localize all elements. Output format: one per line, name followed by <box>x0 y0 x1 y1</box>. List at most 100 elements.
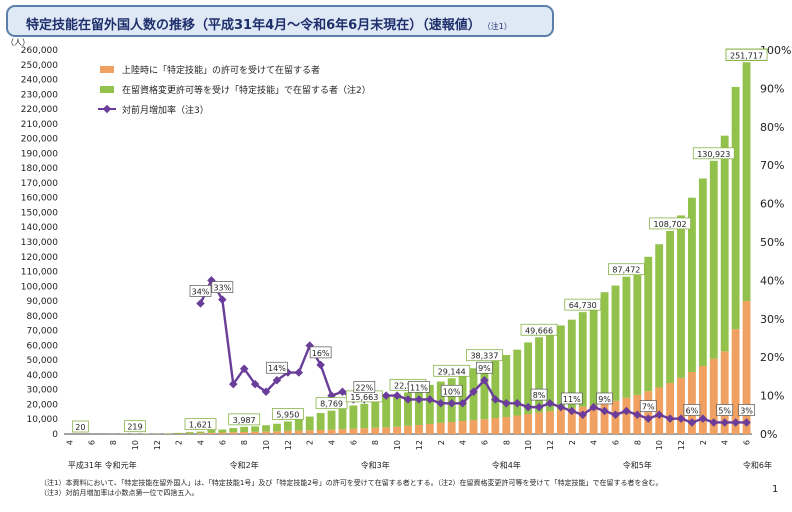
y2-tick-label: 60% <box>760 198 784 211</box>
total-label-box <box>433 364 471 377</box>
rate-label-box <box>560 392 583 405</box>
bar-landing <box>294 430 303 434</box>
x-tick-label: 12 <box>677 440 686 450</box>
bar-landing <box>425 423 434 434</box>
y2-tick-label: 50% <box>760 236 784 249</box>
x-tick-label: 2 <box>568 440 577 445</box>
total-label-box <box>184 418 217 431</box>
bars <box>87 62 751 434</box>
bar-landing <box>273 431 281 434</box>
era-label: 令和3年 <box>361 460 390 470</box>
footnote: （注1）本資料において、「特定技能在留外国人」は、「特定技能1号」及び「特定技能… <box>40 478 663 498</box>
bar-change <box>644 256 653 392</box>
rate-label-box <box>353 381 376 393</box>
bar-landing <box>469 419 478 434</box>
bar-landing <box>349 428 358 434</box>
bar-change <box>589 301 598 406</box>
rate-label: 9% <box>478 364 491 373</box>
bar-landing <box>262 431 270 434</box>
total-label-box <box>725 48 768 61</box>
rate-marker <box>502 399 511 408</box>
bar-landing <box>480 419 489 434</box>
bar-change <box>720 135 729 352</box>
bar-change <box>196 431 205 434</box>
rate-label-box <box>309 346 332 359</box>
data-labels: 20 219 1,621 3,987 5,950 8,769 15,663 22,567 29,… <box>71 48 768 433</box>
bar-landing <box>546 411 554 434</box>
rate-label: 11% <box>563 395 581 404</box>
rate-marker <box>720 418 729 427</box>
x-tick-label: 12 <box>284 440 293 450</box>
bar-landing <box>371 427 380 434</box>
bar-landing <box>305 430 314 434</box>
y-tick-label: 250,000 <box>21 61 58 71</box>
rate-marker <box>654 410 664 420</box>
y-tick-label: 180,000 <box>21 164 58 174</box>
bar-landing <box>589 405 598 434</box>
rate-marker <box>458 399 467 408</box>
y-tick-label: 90,000 <box>27 297 59 307</box>
rate-marker <box>338 387 347 397</box>
y2-tick-label: 100% <box>760 44 791 57</box>
rate-marker <box>218 295 227 304</box>
era-label: 令和2年 <box>230 460 259 470</box>
bar-landing <box>556 409 565 434</box>
legend-swatch-change <box>100 86 114 93</box>
bar-change <box>349 405 358 429</box>
rate-label: 8% <box>533 391 546 400</box>
total-label-box <box>466 349 503 362</box>
bar-change <box>414 389 423 425</box>
legend: 上陸時に「特定技能」の許可を受けて在留する者在留資格変更許可等を受け「特定技能」… <box>98 64 371 116</box>
total-label-box <box>608 263 645 276</box>
total-label: 15,663 <box>350 393 378 402</box>
bar-change <box>262 425 270 432</box>
y-tick-label: 200,000 <box>21 135 58 145</box>
bar-change <box>513 349 522 416</box>
y-unit-label: （人） <box>6 38 30 47</box>
bar-change <box>404 392 412 426</box>
rate-label-box <box>440 384 463 397</box>
total-label: 3,987 <box>233 416 256 425</box>
total-label-box <box>228 413 261 426</box>
rate-label: 5% <box>718 406 731 415</box>
chart-title: 特定技能在留外国人数の推移（平成31年4月～令和6年6月末現在）（速報値） （注1… <box>26 18 512 33</box>
rate-marker <box>436 399 446 408</box>
bar-landing <box>414 424 423 434</box>
rate-label: 6% <box>686 406 699 415</box>
rate-marker <box>731 418 740 427</box>
axes: 0 10,000 20,000 30,000 40,000 50,000 60,000 70,… <box>6 38 791 470</box>
bar-landing <box>393 426 402 434</box>
total-label: 108,702 <box>654 220 687 229</box>
era-label: 令和6年 <box>743 460 772 470</box>
y-tick-label: 140,000 <box>21 223 58 233</box>
rate-marker <box>687 418 697 427</box>
bar-change <box>731 86 740 330</box>
page-number: 1 <box>772 484 779 495</box>
rate-marker <box>425 395 435 404</box>
bar-change <box>556 325 565 410</box>
rate-marker <box>381 391 391 400</box>
bar-landing <box>491 418 500 434</box>
bar-change <box>655 244 664 388</box>
rate-marker <box>261 387 271 397</box>
bar-landing <box>578 406 587 434</box>
total-label-box <box>649 217 691 230</box>
rate-marker <box>709 418 719 427</box>
bar-change <box>185 432 194 434</box>
total-label: 87,472 <box>612 266 640 275</box>
rate-label: 10% <box>443 387 461 396</box>
total-label-box <box>692 147 735 160</box>
rate-marker <box>534 402 544 412</box>
x-tick-label: 2 <box>699 440 708 445</box>
x-tick-label: 12 <box>415 440 424 450</box>
rate-marker <box>392 391 402 400</box>
bar-landing <box>513 415 522 434</box>
bar-landing <box>677 377 685 434</box>
x-tick-label: 2 <box>437 440 446 445</box>
bar-change <box>546 330 554 412</box>
bar-change <box>382 396 391 428</box>
x-tick-label: 8 <box>502 440 511 445</box>
bar-landing <box>742 301 751 434</box>
bar-landing <box>229 432 238 434</box>
rate-marker <box>272 375 282 385</box>
